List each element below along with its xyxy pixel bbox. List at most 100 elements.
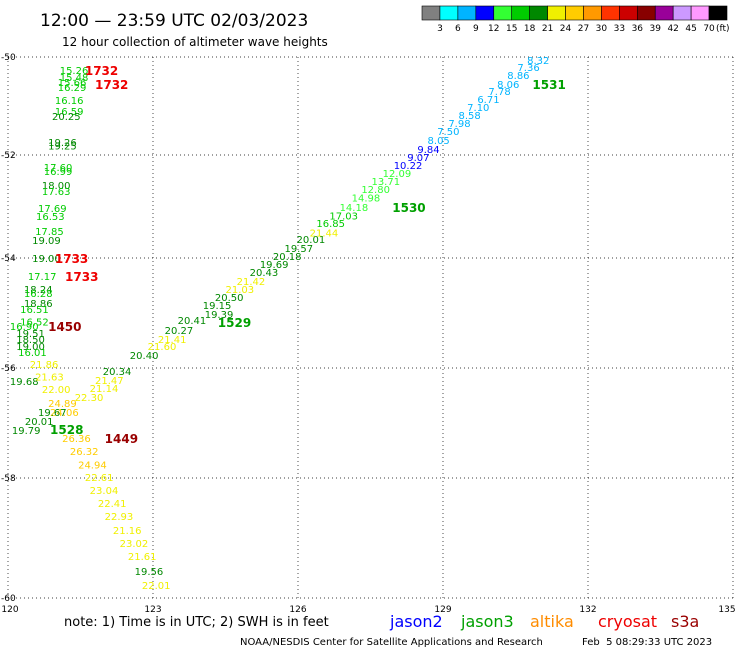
swh-label: 18.24 — [24, 285, 53, 296]
swh-label: 19.79 — [12, 426, 41, 437]
swh-label: 14.18 — [340, 203, 369, 214]
swh-label: 19.56 — [135, 567, 164, 578]
color-scale-tick-label: 70 — [703, 24, 715, 34]
swh-label: 26.36 — [62, 434, 91, 445]
swh-label: 22.93 — [105, 512, 134, 523]
color-scale-tick-label: 36 — [632, 24, 644, 34]
swh-label: 21.16 — [113, 526, 142, 537]
color-scale-unit: (ft) — [716, 24, 730, 34]
swh-label: 19.67 — [38, 408, 67, 419]
swh-label: 19.39 — [205, 310, 234, 321]
lat-tick-label: -54 — [1, 254, 16, 264]
color-scale-swatch — [547, 5, 566, 21]
pass-number-label: 1528 — [50, 423, 83, 437]
color-scale-tick-label: 30 — [596, 24, 608, 34]
color-scale-tick-label: 15 — [506, 24, 517, 34]
swh-label: 15.26 — [60, 66, 89, 77]
swh-label: 8.86 — [507, 71, 529, 82]
swh-label: 17.85 — [35, 227, 64, 238]
swh-label: 14.98 — [352, 194, 381, 205]
swh-label: 20.40 — [130, 351, 159, 362]
swh-label: 21.14 — [90, 384, 119, 395]
color-scale-swatch — [511, 5, 530, 21]
swh-label: 20.01 — [25, 417, 54, 428]
swh-label: 24.94 — [78, 460, 107, 471]
pass-number-label: 1733 — [65, 270, 98, 284]
lat-tick-label: -52 — [1, 151, 16, 161]
color-scale-swatch — [493, 5, 513, 21]
color-scale-legend: 3 6 9 12 15 18 21 24 27 30 33 36 39 42 45 70 (ft) — [421, 5, 730, 34]
swh-label: 15.66 — [58, 78, 87, 89]
color-scale-swatch — [672, 5, 692, 21]
swh-label: 18.50 — [16, 335, 45, 346]
swh-label: 21.63 — [35, 372, 64, 383]
lat-tick-label: -60 — [1, 594, 16, 604]
color-scale-tick-label: 24 — [560, 24, 572, 34]
color-scale-tick-label: 33 — [614, 24, 625, 34]
pass-number-label: 1449 — [105, 432, 138, 446]
swh-label: 17.63 — [42, 187, 71, 198]
color-scale-swatch — [690, 5, 710, 21]
color-scale-tick-label: 12 — [488, 24, 499, 34]
satellite-legend-s3a: s3a — [671, 612, 699, 631]
color-scale-swatch — [565, 5, 584, 21]
swh-label: 19.00 — [16, 342, 45, 353]
swh-label: 13.71 — [371, 177, 400, 188]
swh-label: 21.86 — [30, 360, 59, 371]
pass-number-label: 1732 — [95, 78, 128, 92]
swh-label: 8.06 — [497, 80, 519, 91]
swh-label: 20.34 — [103, 367, 132, 378]
satellite-legend-jason3: jason3 — [460, 612, 514, 631]
swh-label: 19.25 — [48, 142, 77, 153]
swh-label: 21.44 — [310, 228, 339, 239]
swh-label: 17.60 — [44, 163, 73, 174]
color-scale-tick-label: 9 — [473, 24, 479, 34]
satellite-legend-jason2: jason2 — [389, 612, 443, 631]
color-scale-swatch — [654, 5, 674, 21]
swh-label: 22.41 — [98, 499, 127, 510]
lat-tick-label: -50 — [1, 53, 16, 63]
color-scale-swatch — [421, 5, 441, 21]
swh-label: 16.01 — [18, 348, 47, 359]
swh-label: 17.69 — [38, 204, 67, 215]
swh-label: 12.09 — [383, 169, 412, 180]
color-scale-swatch — [619, 5, 638, 21]
swh-label: 19.26 — [48, 138, 77, 149]
swh-label: 22.30 — [75, 393, 104, 404]
color-scale-swatch — [583, 5, 602, 21]
swh-label: 26.32 — [70, 447, 99, 458]
swh-label: 7.50 — [437, 127, 459, 138]
color-scale-tick-label: 6 — [455, 24, 461, 34]
swh-label: 7.98 — [448, 119, 470, 130]
swh-label: 21.42 — [237, 277, 266, 288]
footer-credit: NOAA/NESDIS Center for Satellite Applica… — [240, 637, 543, 648]
swh-label: 21.03 — [226, 285, 255, 296]
swh-label: 16.52 — [20, 317, 49, 328]
footnote: note: 1) Time is in UTC; 2) SWH is in fe… — [64, 615, 329, 630]
swh-label: 7.10 — [467, 103, 489, 114]
swh-label: 21.47 — [95, 376, 124, 387]
lat-tick-label: -56 — [1, 364, 16, 374]
swh-label: 19.57 — [284, 244, 313, 255]
swh-label: 16.99 — [44, 167, 73, 178]
swh-label: 16.16 — [55, 96, 84, 107]
swh-label: 21.41 — [158, 335, 187, 346]
color-scale-swatch — [636, 5, 656, 21]
swh-label: 16.51 — [20, 305, 49, 316]
pass-number-label: 1732 — [85, 64, 118, 78]
swh-label: 10.22 — [394, 161, 423, 172]
pass-number-label: 1733 — [55, 252, 88, 266]
swh-label: 19.09 — [32, 236, 61, 247]
footer-timestamp: Feb 5 08:29:33 UTC 2023 — [582, 637, 712, 648]
color-scale-swatch — [601, 5, 620, 21]
swh-label: 20.50 — [215, 293, 244, 304]
swh-label: 20.01 — [297, 235, 326, 246]
color-scale-tick-label: 39 — [650, 24, 662, 34]
swh-label: 18.00 — [42, 181, 71, 192]
pass-number-label: 1450 — [48, 320, 81, 334]
swh-label: 16.29 — [58, 83, 87, 94]
swh-label: 20.43 — [250, 268, 279, 279]
